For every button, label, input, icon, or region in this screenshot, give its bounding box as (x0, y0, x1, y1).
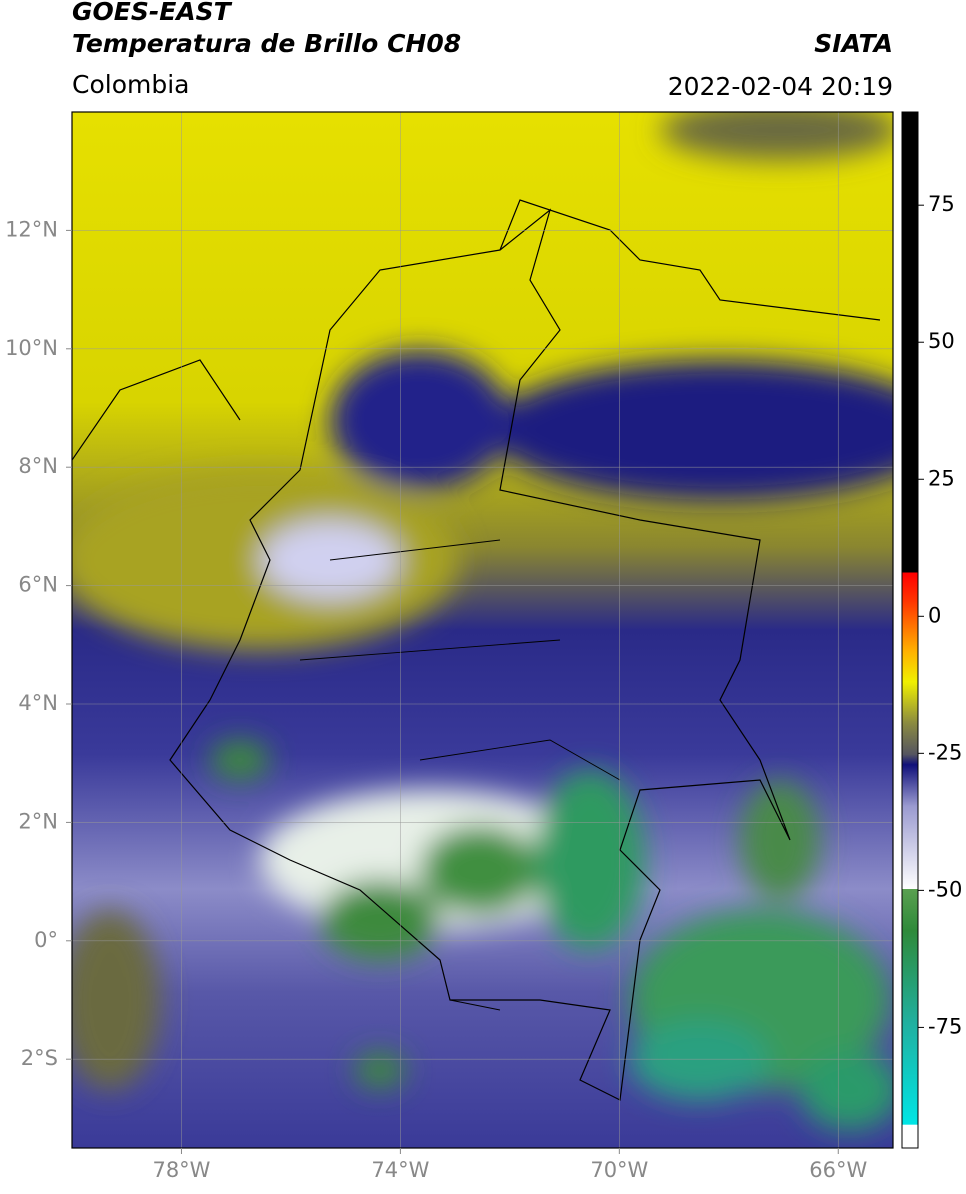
x-tick-label: 78°W (152, 1158, 210, 1182)
colorbar-tick-label: -50 (928, 877, 962, 901)
datetime: 2022-02-04 20:19 (668, 72, 893, 101)
satellite-image (72, 112, 893, 1148)
y-tick-label: 8°N (18, 454, 58, 478)
y-tick-label: 0° (34, 928, 58, 952)
colorbar-tick-label: -75 (928, 1014, 962, 1038)
colorbar (901, 111, 919, 1149)
subtitle: Temperatura de Brillo CH08 (72, 29, 461, 58)
y-tick-label: 4°N (18, 691, 58, 715)
x-tick-label: 70°W (590, 1158, 648, 1182)
source: SIATA (814, 29, 893, 58)
y-tick-label: 12°N (5, 217, 58, 241)
colorbar-tick-label: 75 (928, 192, 955, 216)
colorbar-tick-label: 0 (928, 603, 941, 627)
y-tick-label: 10°N (5, 336, 58, 360)
region: Colombia (72, 70, 189, 99)
colorbar-tick-label: 25 (928, 466, 955, 490)
title: GOES-EAST (72, 0, 233, 26)
colorbar-tick-label: -25 (928, 740, 962, 764)
grid (72, 112, 893, 1148)
y-tick-label: 6°N (18, 573, 58, 597)
colorbar-tick-label: 50 (928, 329, 955, 353)
y-tick-label: 2°N (18, 809, 58, 833)
map-frame (71, 111, 894, 1149)
y-tick-label: 2°S (21, 1046, 58, 1070)
x-tick-label: 74°W (371, 1158, 429, 1182)
x-tick-label: 66°W (809, 1158, 867, 1182)
